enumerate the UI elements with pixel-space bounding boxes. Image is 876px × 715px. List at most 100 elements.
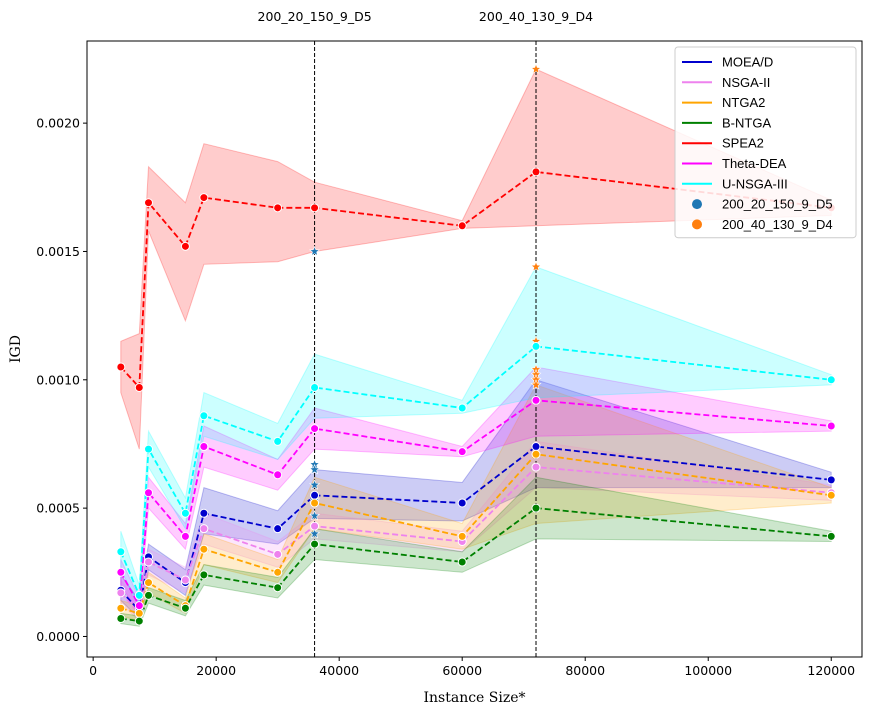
point-0-8	[531, 442, 541, 452]
legend-label-0: MOEA/D	[722, 55, 773, 70]
band-1	[120, 440, 832, 623]
series-points	[116, 167, 836, 626]
point-2-9	[826, 490, 836, 500]
reference-line-labels: 200_20_150_9_D5 200_40_130_9_D4	[258, 9, 594, 24]
point-6-0	[116, 547, 126, 557]
point-1-0	[116, 588, 126, 598]
series-line-6	[119, 345, 832, 596]
star-marker-7	[530, 63, 542, 74]
point-6-8	[531, 341, 541, 351]
point-3-6	[310, 539, 320, 549]
point-4-5	[273, 203, 283, 213]
point-5-4	[199, 442, 209, 452]
band-5	[120, 366, 832, 615]
point-0-4	[199, 508, 209, 518]
point-6-3	[180, 508, 190, 518]
legend-label-6: U-NSGA-III	[722, 176, 788, 191]
confidence-bands	[120, 68, 832, 627]
y-tick-label-1: 0.0005	[36, 501, 80, 516]
legend-extra-label-1: 200_40_130_9_D4	[722, 217, 833, 232]
star-marker-13	[530, 379, 542, 390]
point-1-2	[144, 557, 154, 567]
star-marker-0	[309, 245, 321, 257]
point-2-8	[531, 449, 541, 459]
legend-extra-label-0: 200_20_150_9_D5	[722, 197, 833, 212]
legend-label-2: NTGA2	[722, 95, 765, 110]
legend-box	[674, 46, 857, 239]
point-6-5	[273, 436, 283, 446]
point-3-2	[144, 590, 154, 600]
y-tick-label-3: 0.0015	[36, 244, 80, 259]
point-6-2	[144, 444, 154, 454]
series-line-2	[120, 453, 832, 615]
point-5-6	[310, 424, 320, 434]
star-markers	[309, 63, 542, 539]
point-0-9	[826, 475, 836, 485]
point-6-9	[826, 375, 836, 385]
x-tick-label-3: 60000	[442, 663, 482, 678]
series-line-4	[120, 170, 832, 390]
point-6-4	[199, 411, 209, 421]
point-4-2	[144, 198, 154, 208]
point-2-2	[144, 578, 154, 588]
y-tick-label-2: 0.0010	[36, 372, 80, 387]
point-3-1	[134, 616, 144, 626]
x-tick-label-2: 40000	[319, 663, 359, 678]
point-3-7	[457, 557, 467, 567]
point-3-0	[116, 614, 126, 623]
point-4-8	[531, 167, 541, 177]
point-4-1	[134, 383, 144, 392]
x-tick-label-5: 100000	[684, 663, 732, 678]
legend: MOEA/D NSGA-II NTGA2 B-NTGA SPEA2 Theta-DEA U-…	[674, 46, 857, 239]
point-1-4	[199, 524, 209, 534]
point-2-5	[273, 567, 283, 577]
star-marker-3	[309, 479, 321, 490]
point-3-3	[180, 603, 190, 613]
legend-marker-1	[692, 219, 702, 230]
legend-marker-0	[692, 199, 702, 210]
x-tick-label-1: 20000	[196, 663, 236, 678]
plot-area-frame	[86, 40, 863, 658]
point-6-1	[134, 590, 144, 600]
point-1-3	[180, 575, 190, 585]
series-line-3	[120, 507, 832, 623]
x-tick-label-0: 0	[89, 663, 97, 678]
point-2-4	[199, 544, 209, 554]
point-5-9	[826, 421, 836, 431]
point-2-0	[116, 603, 126, 613]
star-marker-8	[530, 261, 542, 272]
legend-label-1: NSGA-II	[722, 75, 770, 90]
point-5-5	[273, 470, 283, 480]
point-5-1	[134, 601, 144, 611]
point-3-5	[273, 583, 283, 593]
reference-line-label-1: 200_40_130_9_D4	[479, 9, 593, 24]
point-3-8	[531, 503, 541, 513]
point-4-4	[199, 193, 209, 203]
point-0-6	[310, 490, 320, 500]
point-1-5	[273, 549, 283, 559]
point-5-3	[180, 531, 190, 541]
x-tick-label-6: 120000	[807, 663, 855, 678]
x-axis: 0 20000 40000 60000 80000 100000 120000	[89, 657, 855, 678]
reference-line-label-0: 200_20_150_9_D5	[258, 9, 372, 24]
point-0-5	[273, 524, 283, 534]
star-marker-6	[309, 527, 321, 539]
point-3-4	[199, 570, 209, 580]
band-6	[120, 266, 832, 608]
point-6-7	[457, 403, 467, 413]
point-1-6	[310, 521, 320, 531]
x-tick-label-4: 80000	[565, 663, 605, 678]
point-5-8	[531, 395, 541, 405]
point-5-0	[116, 567, 126, 577]
series-lines	[119, 170, 832, 623]
point-4-7	[457, 221, 467, 231]
y-tick-label-0: 0.0000	[36, 629, 80, 644]
point-3-9	[826, 531, 836, 541]
point-2-7	[457, 531, 467, 541]
point-2-1	[134, 608, 144, 618]
legend-label-3: B-NTGA	[722, 115, 771, 130]
point-1-8	[531, 462, 541, 472]
y-axis-title: IGD	[8, 335, 24, 363]
y-axis: 0.0000 0.0005 0.0010 0.0015 0.0020	[36, 116, 87, 644]
